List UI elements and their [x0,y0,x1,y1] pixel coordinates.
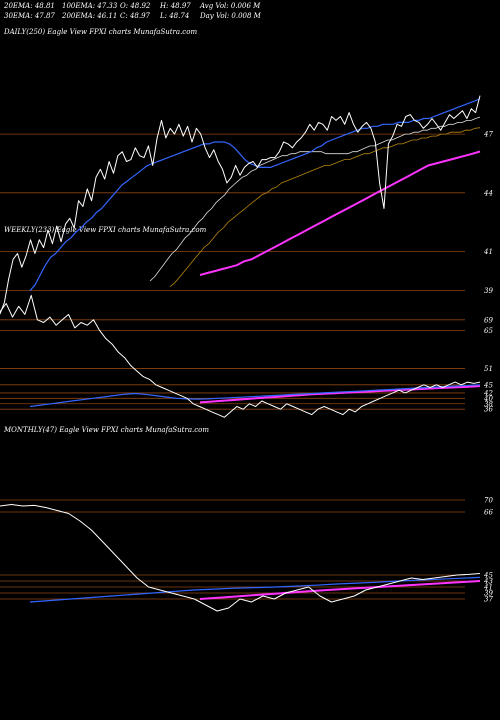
daily-y-tick-label: 41 [483,248,493,256]
weekly-ema-200-line [199,385,481,404]
weekly-y-tick-label: 45 [483,381,493,389]
monthly-y-tick-label: 43 [483,578,493,586]
header-100ema: 100EMA: 47.33 [62,2,118,10]
monthly-y-tick-label: 39 [484,590,493,598]
monthly-y-tick-label: 45 [483,572,493,580]
daily-ema-200-line [199,150,481,276]
daily-price-line [0,95,481,315]
monthly-ema-short-line [29,576,481,603]
daily-panel-label: DAILY(250) Eagle View FPXI charts Munafa… [4,28,198,36]
header-high: H: 48.97 [160,2,191,10]
header-low: L: 48.74 [160,12,190,20]
daily-ema-short-line [29,98,481,292]
monthly-panel-label: MONTHLY(47) Eagle View FPXI charts Munaf… [4,426,209,434]
header-day-vol: Day Vol: 0.008 M [200,12,261,20]
header-close: C: 48.97 [120,12,150,20]
daily-ema-mid-line [149,116,481,282]
weekly-y-tick-label: 36 [484,406,493,414]
daily-y-tick-label: 47 [483,131,493,139]
monthly-y-tick-label: 37 [484,596,493,604]
monthly-y-tick-label: 41 [483,584,493,592]
header-open: O: 48.92 [120,2,151,10]
daily-y-tick-label: 44 [483,189,493,197]
weekly-panel-label: WEEKLY(233) Eagle View FPXI charts Munaf… [4,226,207,234]
header-avg-vol: Avg Vol: 0.006 M [200,2,261,10]
daily-y-tick-label: 39 [484,287,493,295]
monthly-price-line [0,504,481,612]
daily-ema-long-line [169,127,481,288]
weekly-y-tick-label: 51 [484,365,493,373]
weekly-y-tick-label: 42 [483,389,493,397]
weekly-y-tick-label: 38 [484,400,493,408]
weekly-ema-short-line [29,384,481,408]
weekly-price-line [0,294,481,418]
header-200ema: 200EMA: 46.11 [62,12,118,20]
weekly-y-tick-label: 65 [484,327,493,335]
weekly-y-tick-label: 40 [483,395,493,403]
header-20ema: 20EMA: 48.81 [4,2,55,10]
header-30ema: 30EMA: 47.87 [4,12,55,20]
monthly-y-tick-label: 70 [484,497,493,505]
monthly-y-tick-label: 66 [484,509,493,517]
monthly-ema-200-line [199,580,481,600]
weekly-y-tick-label: 69 [484,316,493,324]
